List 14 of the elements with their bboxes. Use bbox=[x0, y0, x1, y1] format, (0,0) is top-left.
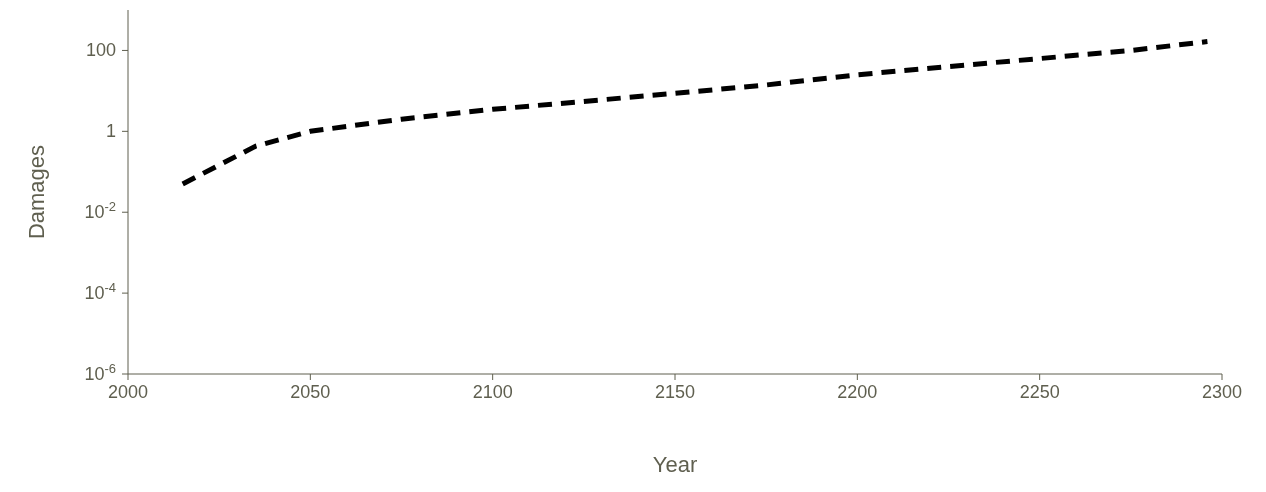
x-tick-label: 2200 bbox=[837, 382, 878, 402]
x-axis-title: Year bbox=[652, 452, 698, 477]
y-tick-label: 10$^{-4}$ bbox=[84, 279, 116, 304]
y-axis-title: Damages bbox=[23, 144, 49, 240]
x-tick-label: 2150 bbox=[654, 382, 696, 402]
y-tick-label: 10$^{-2}$ bbox=[84, 198, 116, 223]
y-tick-label: 10$^{-6}$ bbox=[84, 360, 116, 384]
y-tick-label: 100 bbox=[85, 40, 116, 61]
x-tick-label: 2000 bbox=[107, 382, 149, 402]
x-tick-label: 2050 bbox=[290, 382, 331, 402]
x-tick-label: 2250 bbox=[1019, 382, 1060, 402]
y-tick-label: 1 bbox=[105, 121, 116, 142]
x-tick-label: 2100 bbox=[472, 382, 513, 402]
x-tick-label: 2300 bbox=[1201, 382, 1243, 402]
